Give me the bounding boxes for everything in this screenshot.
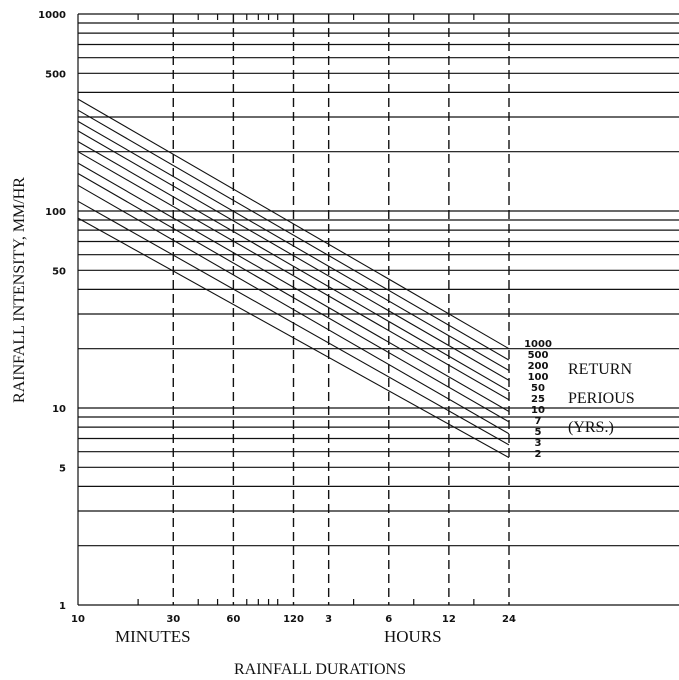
x-tick-label: 3 — [325, 614, 332, 625]
x-group-label-hours: HOURS — [384, 627, 442, 646]
y-tick-labels: 1 5 10 50 100 500 1000 — [38, 10, 66, 612]
legend-entry: 100 — [528, 372, 549, 383]
x-group-label-minutes: MINUTES — [115, 627, 191, 646]
series-line-25 — [77, 151, 510, 401]
legend-title-line-3: (YRS.) — [568, 419, 614, 436]
series-line-100 — [77, 130, 510, 381]
y-tick-label: 1000 — [38, 10, 66, 21]
y-tick-label: 50 — [52, 266, 66, 277]
legend-entry: 50 — [531, 383, 545, 394]
legend-title-line-1: RETURN — [568, 361, 632, 378]
plot-frame — [77, 13, 679, 606]
series-line-200 — [77, 120, 510, 371]
legend-entry: 200 — [528, 361, 549, 372]
x-tick-label: 12 — [442, 614, 456, 625]
vertical-gridlines — [137, 14, 510, 605]
x-tick-labels: 10 30 60 120 3 6 12 24 — [71, 614, 516, 625]
series-curves — [77, 98, 510, 459]
series-line-50 — [77, 141, 510, 392]
series-line-1000 — [77, 98, 510, 350]
x-tick-label: 120 — [283, 614, 304, 625]
series-line-500 — [77, 109, 510, 361]
legend-entry: 3 — [535, 438, 542, 449]
series-line-2 — [77, 217, 510, 459]
x-tick-label: 30 — [166, 614, 180, 625]
legend-entry: 1000 — [524, 339, 552, 350]
y-tick-label: 100 — [45, 207, 66, 218]
legend-entry: 7 — [535, 416, 542, 427]
x-tick-label: 60 — [226, 614, 240, 625]
legend-title-line-2: PERIOUS — [568, 390, 635, 407]
x-tick-label: 24 — [502, 614, 516, 625]
horizontal-gridlines — [78, 22, 679, 547]
y-tick-label: 10 — [52, 404, 66, 415]
y-axis-title: RAINFALL INTENSITY, MM/HR — [11, 177, 28, 403]
series-line-10 — [77, 162, 510, 412]
series-line-3 — [77, 200, 510, 446]
legend-entry: 25 — [531, 394, 545, 405]
x-tick-label: 10 — [71, 614, 85, 625]
y-tick-label: 1 — [59, 601, 66, 612]
series-line-5 — [77, 184, 510, 435]
legend-entry: 500 — [528, 350, 549, 361]
legend-entry: 10 — [531, 405, 545, 416]
legend-entry: 2 — [535, 449, 542, 460]
x-axis-title: RAINFALL DURATIONS — [234, 661, 406, 678]
legend-entry: 5 — [535, 427, 542, 438]
x-tick-label: 6 — [385, 614, 392, 625]
series-line-7 — [77, 173, 510, 423]
y-tick-label: 500 — [45, 69, 66, 80]
y-tick-label: 5 — [59, 463, 66, 474]
